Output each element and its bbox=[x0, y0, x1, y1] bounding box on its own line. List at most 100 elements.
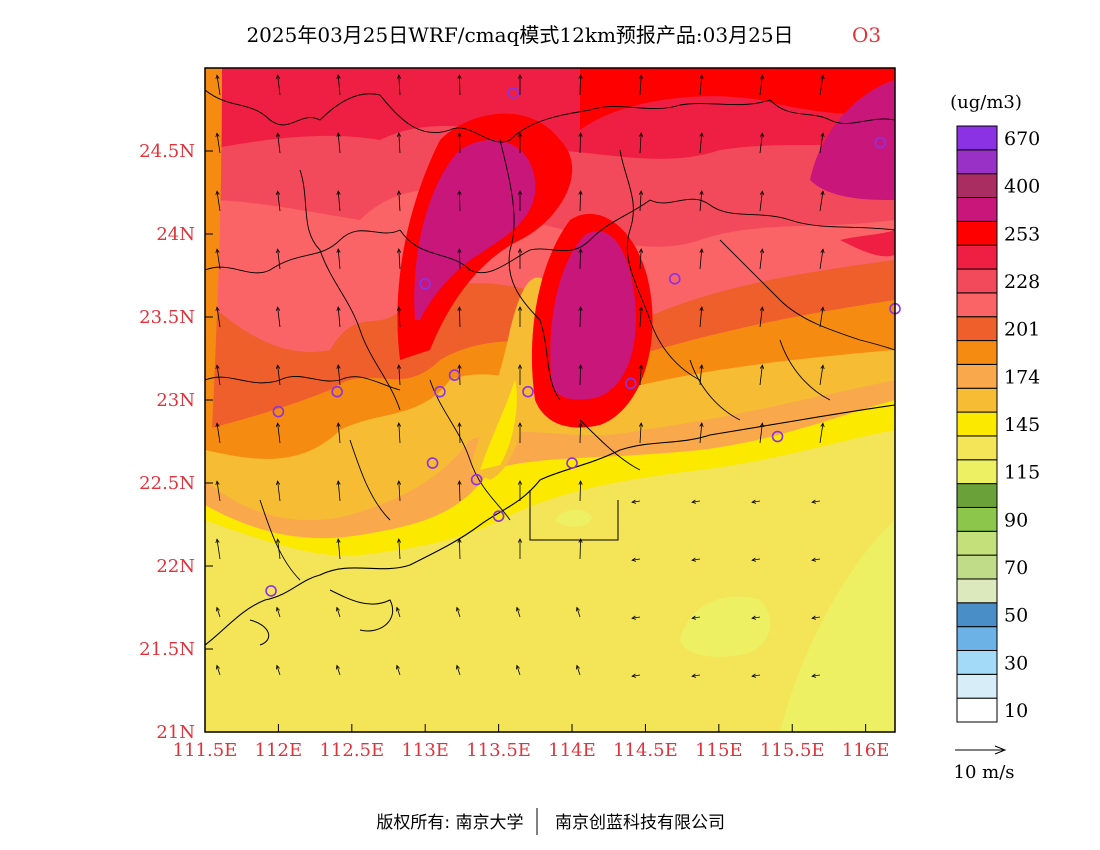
wind-vector-head bbox=[515, 606, 520, 612]
wind-vector bbox=[632, 500, 641, 503]
wind-vector-head bbox=[751, 557, 757, 562]
wind-vectors bbox=[215, 74, 825, 678]
wind-vector-head bbox=[691, 557, 697, 562]
colorbar-label: 10 bbox=[1004, 700, 1028, 722]
wind-vector bbox=[216, 665, 221, 676]
wind-vector bbox=[639, 249, 642, 270]
wind-vector-head bbox=[820, 190, 825, 196]
wind-vector bbox=[277, 365, 281, 386]
wind-vector bbox=[456, 665, 461, 676]
y-tick-label: 23.5N bbox=[139, 307, 195, 328]
wind-vector bbox=[459, 422, 461, 444]
wind-vector-head bbox=[751, 673, 757, 678]
wind-vector bbox=[336, 607, 341, 618]
boundary-lines bbox=[205, 89, 895, 581]
wind-vector bbox=[396, 607, 401, 618]
wind-vector bbox=[759, 423, 763, 444]
wind-vector bbox=[216, 481, 221, 502]
wind-vector bbox=[632, 674, 641, 677]
wind-vector-head bbox=[275, 422, 281, 428]
wind-vector-head bbox=[759, 190, 765, 196]
wind-vector-head bbox=[396, 248, 402, 253]
wind-vector bbox=[277, 133, 281, 154]
wind-vector bbox=[216, 75, 221, 96]
footer-copyright: 版权所有: 南京大学 bbox=[376, 813, 523, 833]
station-marker bbox=[331, 385, 343, 398]
wind-vector bbox=[819, 191, 824, 212]
colorbar-segment bbox=[956, 649, 998, 675]
wind-vector-head bbox=[215, 306, 220, 312]
wind-vector-head bbox=[457, 132, 462, 137]
wind-vector bbox=[632, 616, 641, 619]
wind-vector-head bbox=[638, 190, 644, 195]
x-tick-label: 114.5E bbox=[613, 740, 678, 761]
wind-vector-head bbox=[215, 538, 220, 544]
y-axis: 21N 21.5N 22N 22.5N 23N 23.5N 24N 24.5N bbox=[139, 141, 213, 743]
wind-vector bbox=[336, 665, 341, 676]
colorbar-segment bbox=[956, 578, 998, 604]
wind-vector-head bbox=[820, 248, 825, 254]
x-tick-label: 114E bbox=[548, 740, 596, 761]
wind-vector-head bbox=[336, 364, 341, 369]
wind-vector bbox=[216, 539, 221, 560]
wind-vector-head bbox=[699, 190, 704, 195]
wind-vector-head bbox=[457, 248, 462, 253]
x-tick-label: 111.5E bbox=[173, 740, 238, 761]
wind-vector-head bbox=[699, 364, 704, 369]
wind-vector bbox=[579, 248, 581, 270]
legend-unit: (ug/m3) bbox=[950, 92, 1022, 113]
wind-vector-head bbox=[396, 422, 402, 427]
station-marker bbox=[522, 385, 534, 398]
wind-vector bbox=[579, 74, 581, 96]
wind-vector bbox=[812, 616, 821, 619]
wind-vector-head bbox=[396, 364, 402, 369]
wind-vector-head bbox=[699, 74, 704, 79]
wind-vector bbox=[277, 307, 281, 328]
wind-vector-head bbox=[275, 606, 280, 612]
colorbar-segment bbox=[956, 197, 998, 222]
colorbar-label: 145 bbox=[1004, 414, 1040, 436]
wind-vector-head bbox=[751, 615, 757, 620]
station-marker bbox=[448, 369, 461, 381]
station-marker bbox=[434, 385, 446, 398]
reference-vector bbox=[955, 745, 1007, 755]
x-axis: 111.5E 112E 112.5E 113E 113.5E 114E 114.5E 115E… bbox=[173, 724, 889, 761]
colorbar-segment bbox=[956, 340, 998, 365]
wind-vector-head bbox=[699, 248, 704, 253]
wind-vector-head bbox=[517, 422, 523, 427]
wind-vector-head bbox=[336, 132, 341, 137]
wind-vector-head bbox=[457, 190, 462, 195]
wind-vector bbox=[579, 480, 581, 502]
colorbar-segment bbox=[956, 673, 998, 699]
wind-vector-head bbox=[275, 132, 281, 138]
wind-vector bbox=[699, 365, 703, 386]
wind-vector-head bbox=[457, 422, 462, 427]
wind-vector bbox=[337, 365, 341, 386]
wind-vector-head bbox=[631, 615, 637, 620]
colorbar-segment bbox=[956, 602, 998, 628]
wind-vector bbox=[398, 481, 401, 502]
wind-vector bbox=[692, 558, 701, 561]
wind-vector bbox=[579, 422, 581, 444]
colorbar bbox=[956, 125, 998, 723]
wind-vector-head bbox=[336, 248, 341, 253]
wind-vector-head bbox=[457, 74, 462, 79]
colorbar-segment bbox=[956, 363, 998, 389]
wind-vector bbox=[819, 75, 824, 96]
wind-vector bbox=[699, 249, 703, 270]
x-tick-label: 115E bbox=[695, 740, 743, 761]
wind-vector-head bbox=[517, 364, 523, 369]
colorbar-segment bbox=[956, 268, 998, 294]
wind-vector-head bbox=[575, 606, 580, 612]
wind-vector-head bbox=[215, 364, 220, 370]
wind-vector-head bbox=[631, 557, 637, 562]
wind-vector bbox=[819, 365, 824, 386]
wind-vector bbox=[459, 74, 461, 96]
wind-vector bbox=[216, 307, 221, 328]
wind-vector-head bbox=[457, 364, 462, 369]
wind-vector bbox=[516, 607, 521, 618]
wind-vector bbox=[699, 423, 703, 444]
wind-vector-head bbox=[759, 248, 765, 254]
wind-vector-head bbox=[336, 74, 341, 79]
wind-vector bbox=[276, 607, 281, 618]
